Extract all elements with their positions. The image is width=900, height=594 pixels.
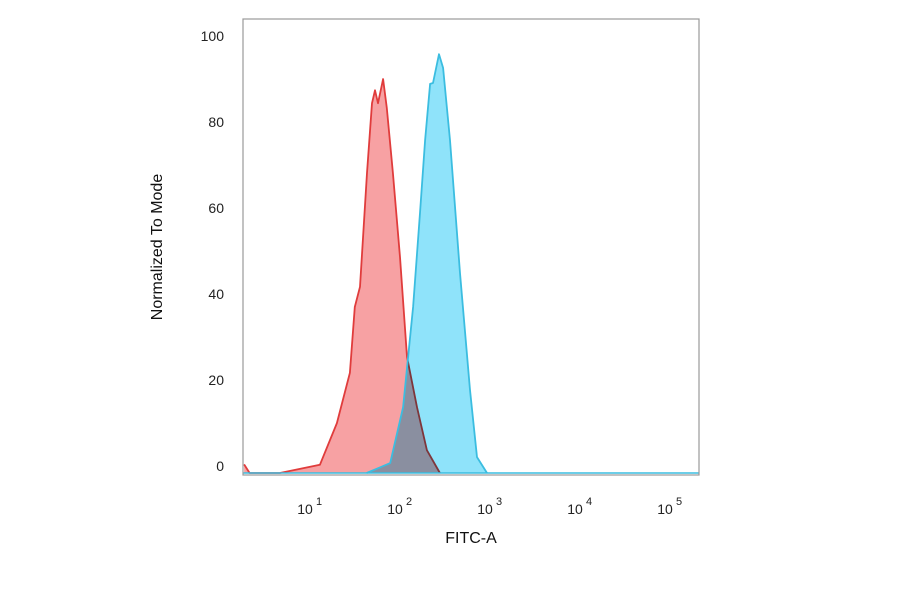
x-tick-label: 10 [567,501,583,517]
x-tick-exponent: 4 [586,496,592,508]
x-tick-label: 10 [387,501,403,517]
y-axis-ticks: 0 20 40 60 80 100 [201,28,225,474]
series-1-area [244,79,440,473]
series-2-line [366,53,488,474]
x-tick-exponent: 2 [406,496,412,508]
x-tick-exponent: 5 [676,496,682,508]
series-1-line [243,78,441,474]
x-axis-ticks: 10 1 10 2 10 3 10 4 10 5 [297,496,682,517]
y-axis-label: Normalized To Mode [149,174,166,321]
x-tick-exponent: 1 [316,496,322,508]
series-2-area [366,54,487,473]
y-tick-label: 20 [208,372,224,388]
x-axis-label: FITC-A [445,530,497,547]
series-layer [243,53,699,474]
x-tick-label: 10 [657,501,673,517]
y-tick-label: 0 [216,458,224,474]
y-tick-label: 100 [201,28,225,44]
x-tick-label: 10 [477,501,493,517]
x-tick-exponent: 3 [496,496,502,508]
plot-frame [242,18,700,476]
y-tick-label: 80 [208,114,224,130]
y-tick-label: 60 [208,200,224,216]
y-tick-label: 40 [208,286,224,302]
x-tick-label: 10 [297,501,313,517]
